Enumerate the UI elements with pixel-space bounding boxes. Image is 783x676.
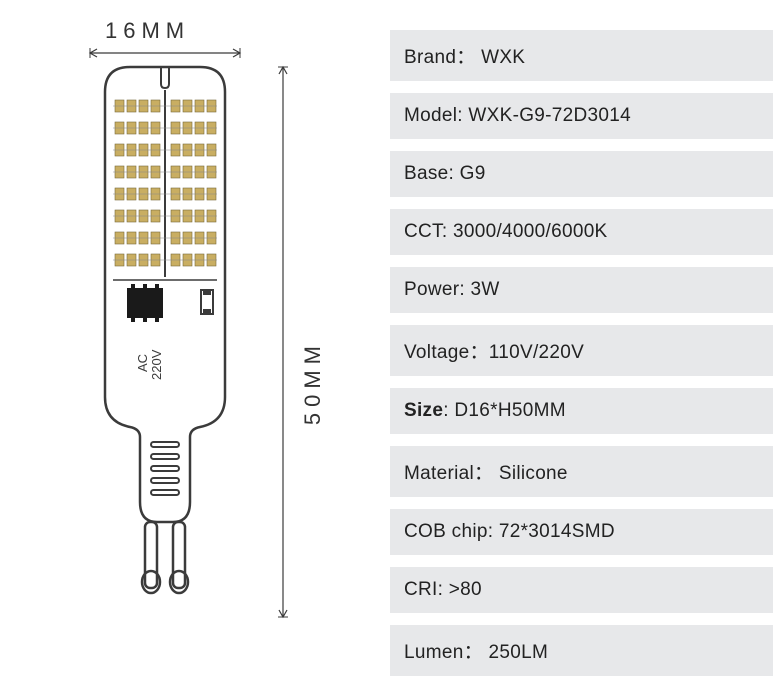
spec-row: Brand： WXK <box>390 30 773 81</box>
svg-text:AC: AC <box>135 354 150 372</box>
spec-row: COB chip: 72*3014SMD <box>390 509 773 555</box>
spec-row: Size: D16*H50MM <box>390 388 773 434</box>
specs-panel: Brand： WXK Model: WXK-G9-72D3014 Base: G9 C… <box>380 0 783 645</box>
height-dimension-arrow <box>278 62 288 622</box>
bulb-technical-drawing: AC 220V <box>85 62 245 622</box>
diagram-panel: 16MM 50MM <box>0 0 380 645</box>
height-dimension-label: 50MM <box>300 340 326 425</box>
spec-row: CCT: 3000/4000/6000K <box>390 209 773 255</box>
spec-row: Voltage：110V/220V <box>390 325 773 376</box>
spec-row: Model: WXK-G9-72D3014 <box>390 93 773 139</box>
spec-row: Base: G9 <box>390 151 773 197</box>
width-dimension-label: 16MM <box>105 18 190 44</box>
spec-row: Power: 3W <box>390 267 773 313</box>
spec-row: Material： Silicone <box>390 446 773 497</box>
spec-row: Lumen： 250LM <box>390 625 773 676</box>
width-dimension-arrow <box>85 48 245 58</box>
svg-text:220V: 220V <box>149 349 164 380</box>
spec-row: CRI: >80 <box>390 567 773 613</box>
